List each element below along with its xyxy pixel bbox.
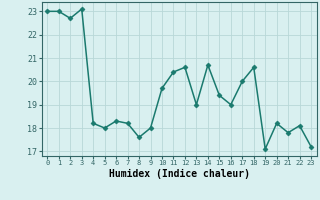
X-axis label: Humidex (Indice chaleur): Humidex (Indice chaleur) [109,169,250,179]
